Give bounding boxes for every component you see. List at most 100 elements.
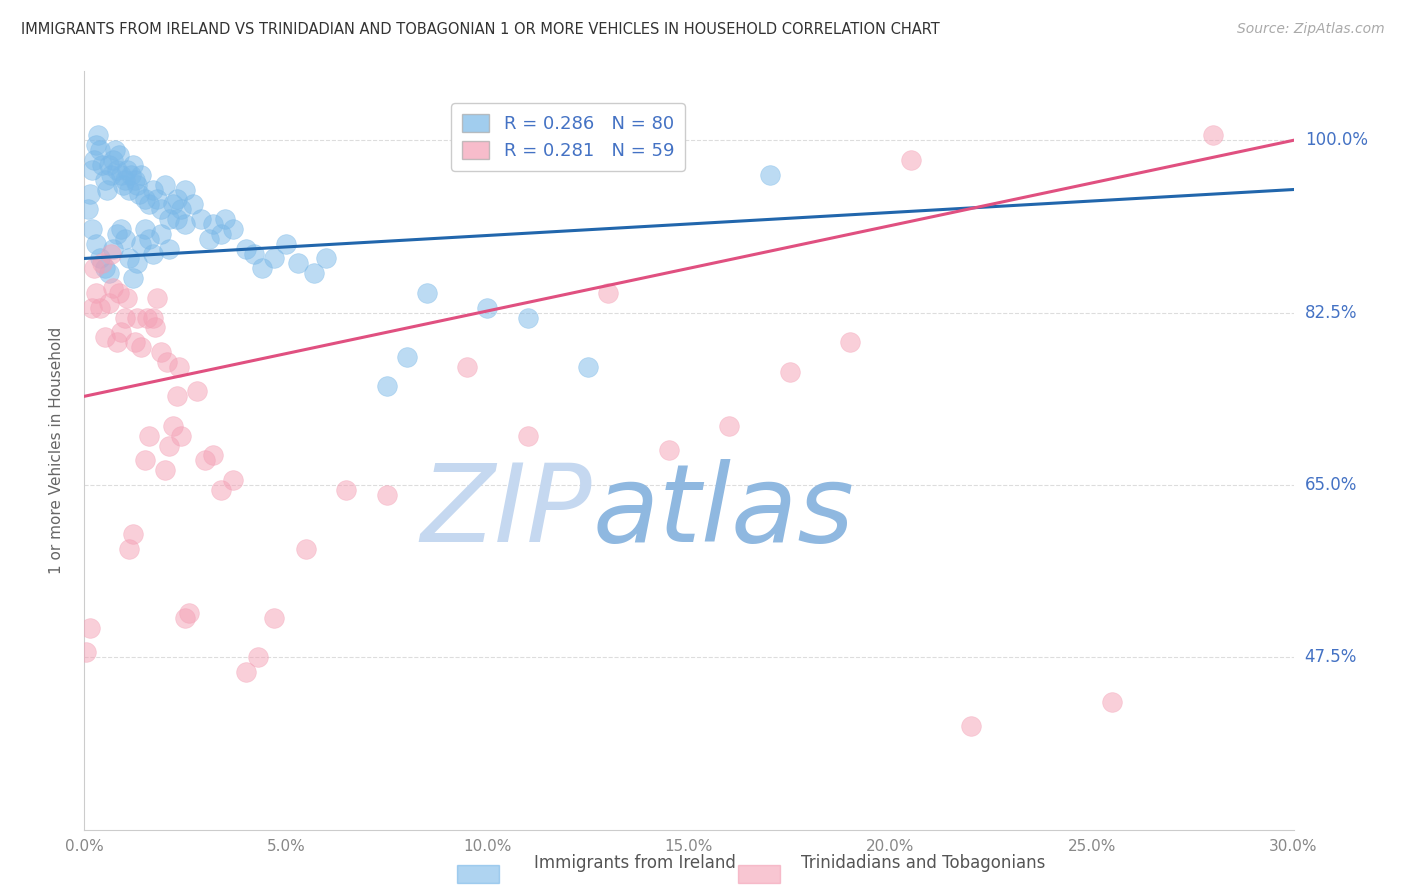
Point xyxy=(91,158,114,172)
Point xyxy=(101,153,124,167)
Point xyxy=(82,301,104,315)
Point xyxy=(198,232,221,246)
Point xyxy=(477,301,499,315)
Point xyxy=(142,310,165,325)
Point xyxy=(174,182,197,196)
Point xyxy=(138,428,160,442)
Point xyxy=(121,271,143,285)
Point xyxy=(718,418,741,433)
Point xyxy=(181,197,204,211)
Text: 65.0%: 65.0% xyxy=(1305,476,1357,494)
Point xyxy=(246,650,269,665)
Point xyxy=(115,162,138,177)
Point xyxy=(779,365,801,379)
Point xyxy=(516,428,538,442)
Point xyxy=(124,172,146,186)
Point xyxy=(86,138,108,153)
Point xyxy=(222,222,245,236)
Point xyxy=(89,143,111,157)
Point xyxy=(89,301,111,315)
Point xyxy=(118,182,141,196)
Point xyxy=(107,148,129,162)
Point xyxy=(142,182,165,196)
Point xyxy=(202,217,225,231)
Point xyxy=(129,168,152,182)
Point xyxy=(91,256,114,270)
Point xyxy=(222,473,245,487)
Point xyxy=(118,541,141,556)
Point xyxy=(82,222,104,236)
Point xyxy=(83,261,105,276)
Point xyxy=(142,246,165,260)
Point xyxy=(149,202,172,217)
Point xyxy=(125,178,148,192)
Point xyxy=(209,483,232,497)
Point xyxy=(114,232,136,246)
Text: ZIP: ZIP xyxy=(420,458,592,564)
Point xyxy=(302,266,325,280)
Point xyxy=(395,350,418,364)
Point xyxy=(146,193,169,207)
Point xyxy=(86,236,108,251)
Point xyxy=(93,261,115,276)
Text: Trinidadians and Tobagonians: Trinidadians and Tobagonians xyxy=(801,855,1046,872)
Point xyxy=(97,266,120,280)
Point xyxy=(79,187,101,202)
Text: 100.0%: 100.0% xyxy=(1305,131,1368,149)
Text: 82.5%: 82.5% xyxy=(1305,303,1357,322)
Point xyxy=(1101,694,1123,708)
Point xyxy=(658,443,681,458)
Point xyxy=(190,212,212,227)
Point xyxy=(900,153,922,167)
Point xyxy=(93,330,115,344)
Point xyxy=(97,158,120,172)
Text: IMMIGRANTS FROM IRELAND VS TRINIDADIAN AND TOBAGONIAN 1 OR MORE VEHICLES IN HOUS: IMMIGRANTS FROM IRELAND VS TRINIDADIAN A… xyxy=(21,22,939,37)
Point xyxy=(114,310,136,325)
Point xyxy=(1202,128,1225,143)
Y-axis label: 1 or more Vehicles in Household: 1 or more Vehicles in Household xyxy=(49,326,63,574)
Point xyxy=(83,153,105,167)
Point xyxy=(138,197,160,211)
Point xyxy=(125,256,148,270)
Point xyxy=(263,611,285,625)
Point xyxy=(202,449,225,463)
Point xyxy=(121,158,143,172)
Point xyxy=(129,236,152,251)
Point xyxy=(105,335,128,350)
Point xyxy=(516,310,538,325)
Point xyxy=(274,236,297,251)
Point xyxy=(170,428,193,442)
Point xyxy=(157,438,180,452)
Point xyxy=(134,193,156,207)
Point xyxy=(82,162,104,177)
Point xyxy=(101,242,124,256)
Point xyxy=(146,291,169,305)
Point xyxy=(96,182,118,196)
Point xyxy=(209,227,232,241)
Point xyxy=(128,187,150,202)
Point xyxy=(214,212,236,227)
Point xyxy=(120,168,142,182)
Point xyxy=(839,335,862,350)
Point xyxy=(315,252,337,266)
Point xyxy=(166,389,188,403)
Point xyxy=(375,379,398,393)
Point xyxy=(134,222,156,236)
Point xyxy=(758,168,780,182)
Point xyxy=(89,252,111,266)
Point xyxy=(456,359,478,374)
Text: 47.5%: 47.5% xyxy=(1305,648,1357,666)
Point xyxy=(79,621,101,635)
Point xyxy=(105,162,128,177)
Point xyxy=(110,222,132,236)
Text: Source: ZipAtlas.com: Source: ZipAtlas.com xyxy=(1237,22,1385,37)
Point xyxy=(87,128,110,143)
Point xyxy=(75,645,97,659)
Point xyxy=(375,488,398,502)
Text: atlas: atlas xyxy=(592,458,853,564)
Point xyxy=(110,326,132,340)
Point xyxy=(235,242,257,256)
Point xyxy=(960,719,983,733)
Point xyxy=(263,252,285,266)
Point xyxy=(115,291,138,305)
